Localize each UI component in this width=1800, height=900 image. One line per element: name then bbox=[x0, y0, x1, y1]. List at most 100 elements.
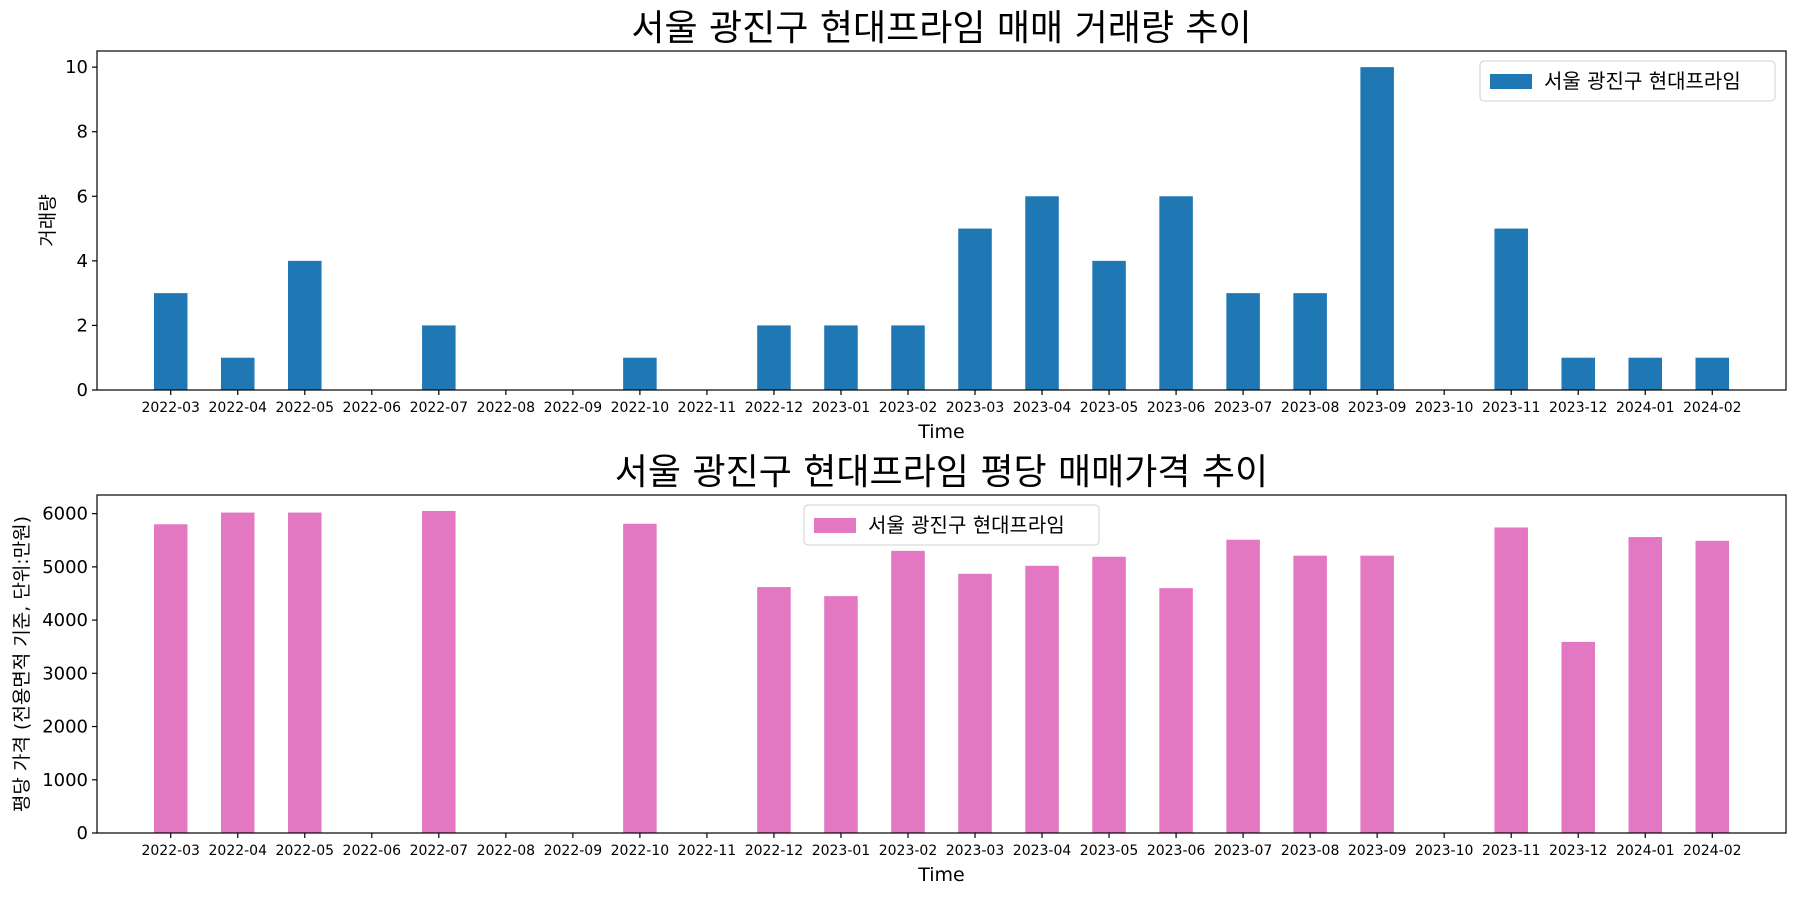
x-tick-label: 2022-11 bbox=[678, 843, 737, 859]
x-tick-label: 2022-10 bbox=[611, 400, 670, 416]
bar-2023-02 bbox=[891, 325, 925, 390]
bar-2023-11 bbox=[1494, 228, 1528, 390]
x-axis-label: Time bbox=[917, 421, 965, 443]
bar-2023-06 bbox=[1159, 588, 1193, 833]
bar-2023-05 bbox=[1092, 556, 1126, 833]
bar-2022-10 bbox=[623, 357, 657, 390]
x-tick-label: 2023-02 bbox=[879, 843, 938, 859]
x-tick-label: 2023-05 bbox=[1080, 843, 1139, 859]
x-tick-label: 2022-04 bbox=[209, 843, 268, 859]
legend-swatch bbox=[1490, 74, 1532, 89]
x-tick-label: 2022-04 bbox=[209, 400, 268, 416]
x-tick-label: 2023-04 bbox=[1013, 843, 1072, 859]
y-tick-label: 8 bbox=[77, 122, 88, 143]
bar-2022-07 bbox=[422, 325, 456, 390]
x-axis-label: Time bbox=[917, 864, 965, 886]
bar-2022-10 bbox=[623, 523, 657, 833]
x-tick-label: 2022-07 bbox=[410, 843, 469, 859]
x-tick-label: 2023-06 bbox=[1147, 843, 1206, 859]
y-axis-label: 거래량 bbox=[37, 194, 59, 246]
x-tick-label: 2022-11 bbox=[678, 400, 737, 416]
bar-2023-02 bbox=[891, 550, 925, 833]
x-tick-label: 2022-08 bbox=[477, 843, 536, 859]
bar-2022-04 bbox=[220, 512, 255, 833]
legend-label: 서울 광진구 현대프라임 bbox=[868, 513, 1065, 537]
x-tick-label: 2023-04 bbox=[1013, 400, 1072, 416]
bar-2022-07 bbox=[422, 510, 456, 833]
x-tick-label: 2022-06 bbox=[343, 843, 402, 859]
x-tick-label: 2023-07 bbox=[1214, 400, 1273, 416]
bar-2023-08 bbox=[1293, 555, 1327, 833]
bar-2023-06 bbox=[1159, 196, 1193, 390]
plot-frame bbox=[96, 494, 1787, 834]
bar-2023-04 bbox=[1025, 196, 1059, 390]
chart-title: 서울 광진구 현대프라임 평당 매매가격 추이 bbox=[615, 452, 1268, 493]
bar-2022-05 bbox=[288, 260, 322, 390]
x-tick-label: 2023-11 bbox=[1482, 843, 1541, 859]
bar-2024-01 bbox=[1628, 357, 1663, 390]
bar-2023-09 bbox=[1360, 555, 1394, 833]
bar-2023-03 bbox=[958, 228, 992, 390]
bar-2023-01 bbox=[824, 596, 858, 833]
x-tick-label: 2023-03 bbox=[946, 400, 1005, 416]
bar-2023-05 bbox=[1092, 260, 1126, 390]
chart-title: 서울 광진구 현대프라임 매매 거래량 추이 bbox=[631, 8, 1251, 49]
bar-2022-12 bbox=[757, 587, 791, 833]
y-tick-label: 6 bbox=[77, 186, 88, 207]
bar-2023-04 bbox=[1025, 565, 1059, 833]
bar-2023-01 bbox=[824, 325, 858, 390]
y-tick-label: 6000 bbox=[42, 504, 88, 525]
x-tick-label: 2022-09 bbox=[544, 400, 603, 416]
y-tick-label: 4000 bbox=[42, 610, 88, 631]
x-tick-label: 2023-01 bbox=[812, 843, 871, 859]
bar-2023-11 bbox=[1494, 527, 1528, 833]
x-tick-label: 2023-09 bbox=[1348, 843, 1407, 859]
x-tick-label: 2023-06 bbox=[1147, 400, 1206, 416]
x-tick-label: 2024-01 bbox=[1616, 400, 1675, 416]
y-axis-label: 평당 가격 (전용면적 기준, 단위:만원) bbox=[11, 516, 33, 812]
legend: 서울 광진구 현대프라임 bbox=[1479, 60, 1776, 102]
x-tick-label: 2024-02 bbox=[1683, 843, 1742, 859]
bar-2024-01 bbox=[1628, 537, 1663, 833]
x-tick-label: 2023-01 bbox=[812, 400, 871, 416]
bar-2022-04 bbox=[220, 357, 255, 390]
x-tick-label: 2023-10 bbox=[1415, 843, 1474, 859]
bar-2023-09 bbox=[1360, 67, 1394, 391]
x-tick-label: 2023-03 bbox=[946, 843, 1005, 859]
bar-2023-12 bbox=[1561, 357, 1595, 390]
y-tick-label: 1000 bbox=[42, 770, 88, 791]
x-tick-label: 2022-07 bbox=[410, 400, 469, 416]
bar-2022-05 bbox=[288, 512, 322, 833]
plot-frame bbox=[96, 50, 1787, 391]
bar-2024-02 bbox=[1695, 357, 1730, 390]
price-chart: 서울 광진구 현대프라임 평당 매매가격 추이 2022-03 2022-04 202… bbox=[11, 452, 1787, 886]
y-tick-label: 0 bbox=[77, 380, 88, 401]
bar-2022-03 bbox=[153, 293, 188, 390]
y-tick-label: 10 bbox=[65, 57, 88, 78]
legend: 서울 광진구 현대프라임 bbox=[803, 504, 1100, 546]
x-tick-label: 2022-12 bbox=[745, 843, 804, 859]
x-tick-label: 2023-07 bbox=[1214, 843, 1273, 859]
y-tick-label: 3000 bbox=[42, 663, 88, 684]
bar-2023-08 bbox=[1293, 293, 1327, 390]
x-tick-label: 2023-09 bbox=[1348, 400, 1407, 416]
x-tick-label: 2024-01 bbox=[1616, 843, 1675, 859]
x-tick-label: 2022-06 bbox=[343, 400, 402, 416]
bar-2024-02 bbox=[1695, 540, 1730, 833]
x-tick-label: 2022-08 bbox=[477, 400, 536, 416]
bar-2023-07 bbox=[1226, 539, 1260, 833]
bar-2022-12 bbox=[757, 325, 791, 390]
x-tick-label: 2023-11 bbox=[1482, 400, 1541, 416]
x-tick-label: 2023-10 bbox=[1415, 400, 1474, 416]
x-tick-label: 2022-05 bbox=[276, 843, 335, 859]
bar-2022-03 bbox=[153, 524, 188, 833]
x-tick-label: 2022-09 bbox=[544, 843, 603, 859]
y-tick-label: 4 bbox=[77, 251, 88, 272]
y-tick-label: 0 bbox=[77, 823, 88, 844]
x-tick-label: 2022-03 bbox=[141, 843, 200, 859]
x-tick-label: 2023-12 bbox=[1549, 400, 1608, 416]
x-tick-label: 2023-08 bbox=[1281, 843, 1340, 859]
x-tick-label: 2023-08 bbox=[1281, 400, 1340, 416]
x-tick-label: 2023-05 bbox=[1080, 400, 1139, 416]
